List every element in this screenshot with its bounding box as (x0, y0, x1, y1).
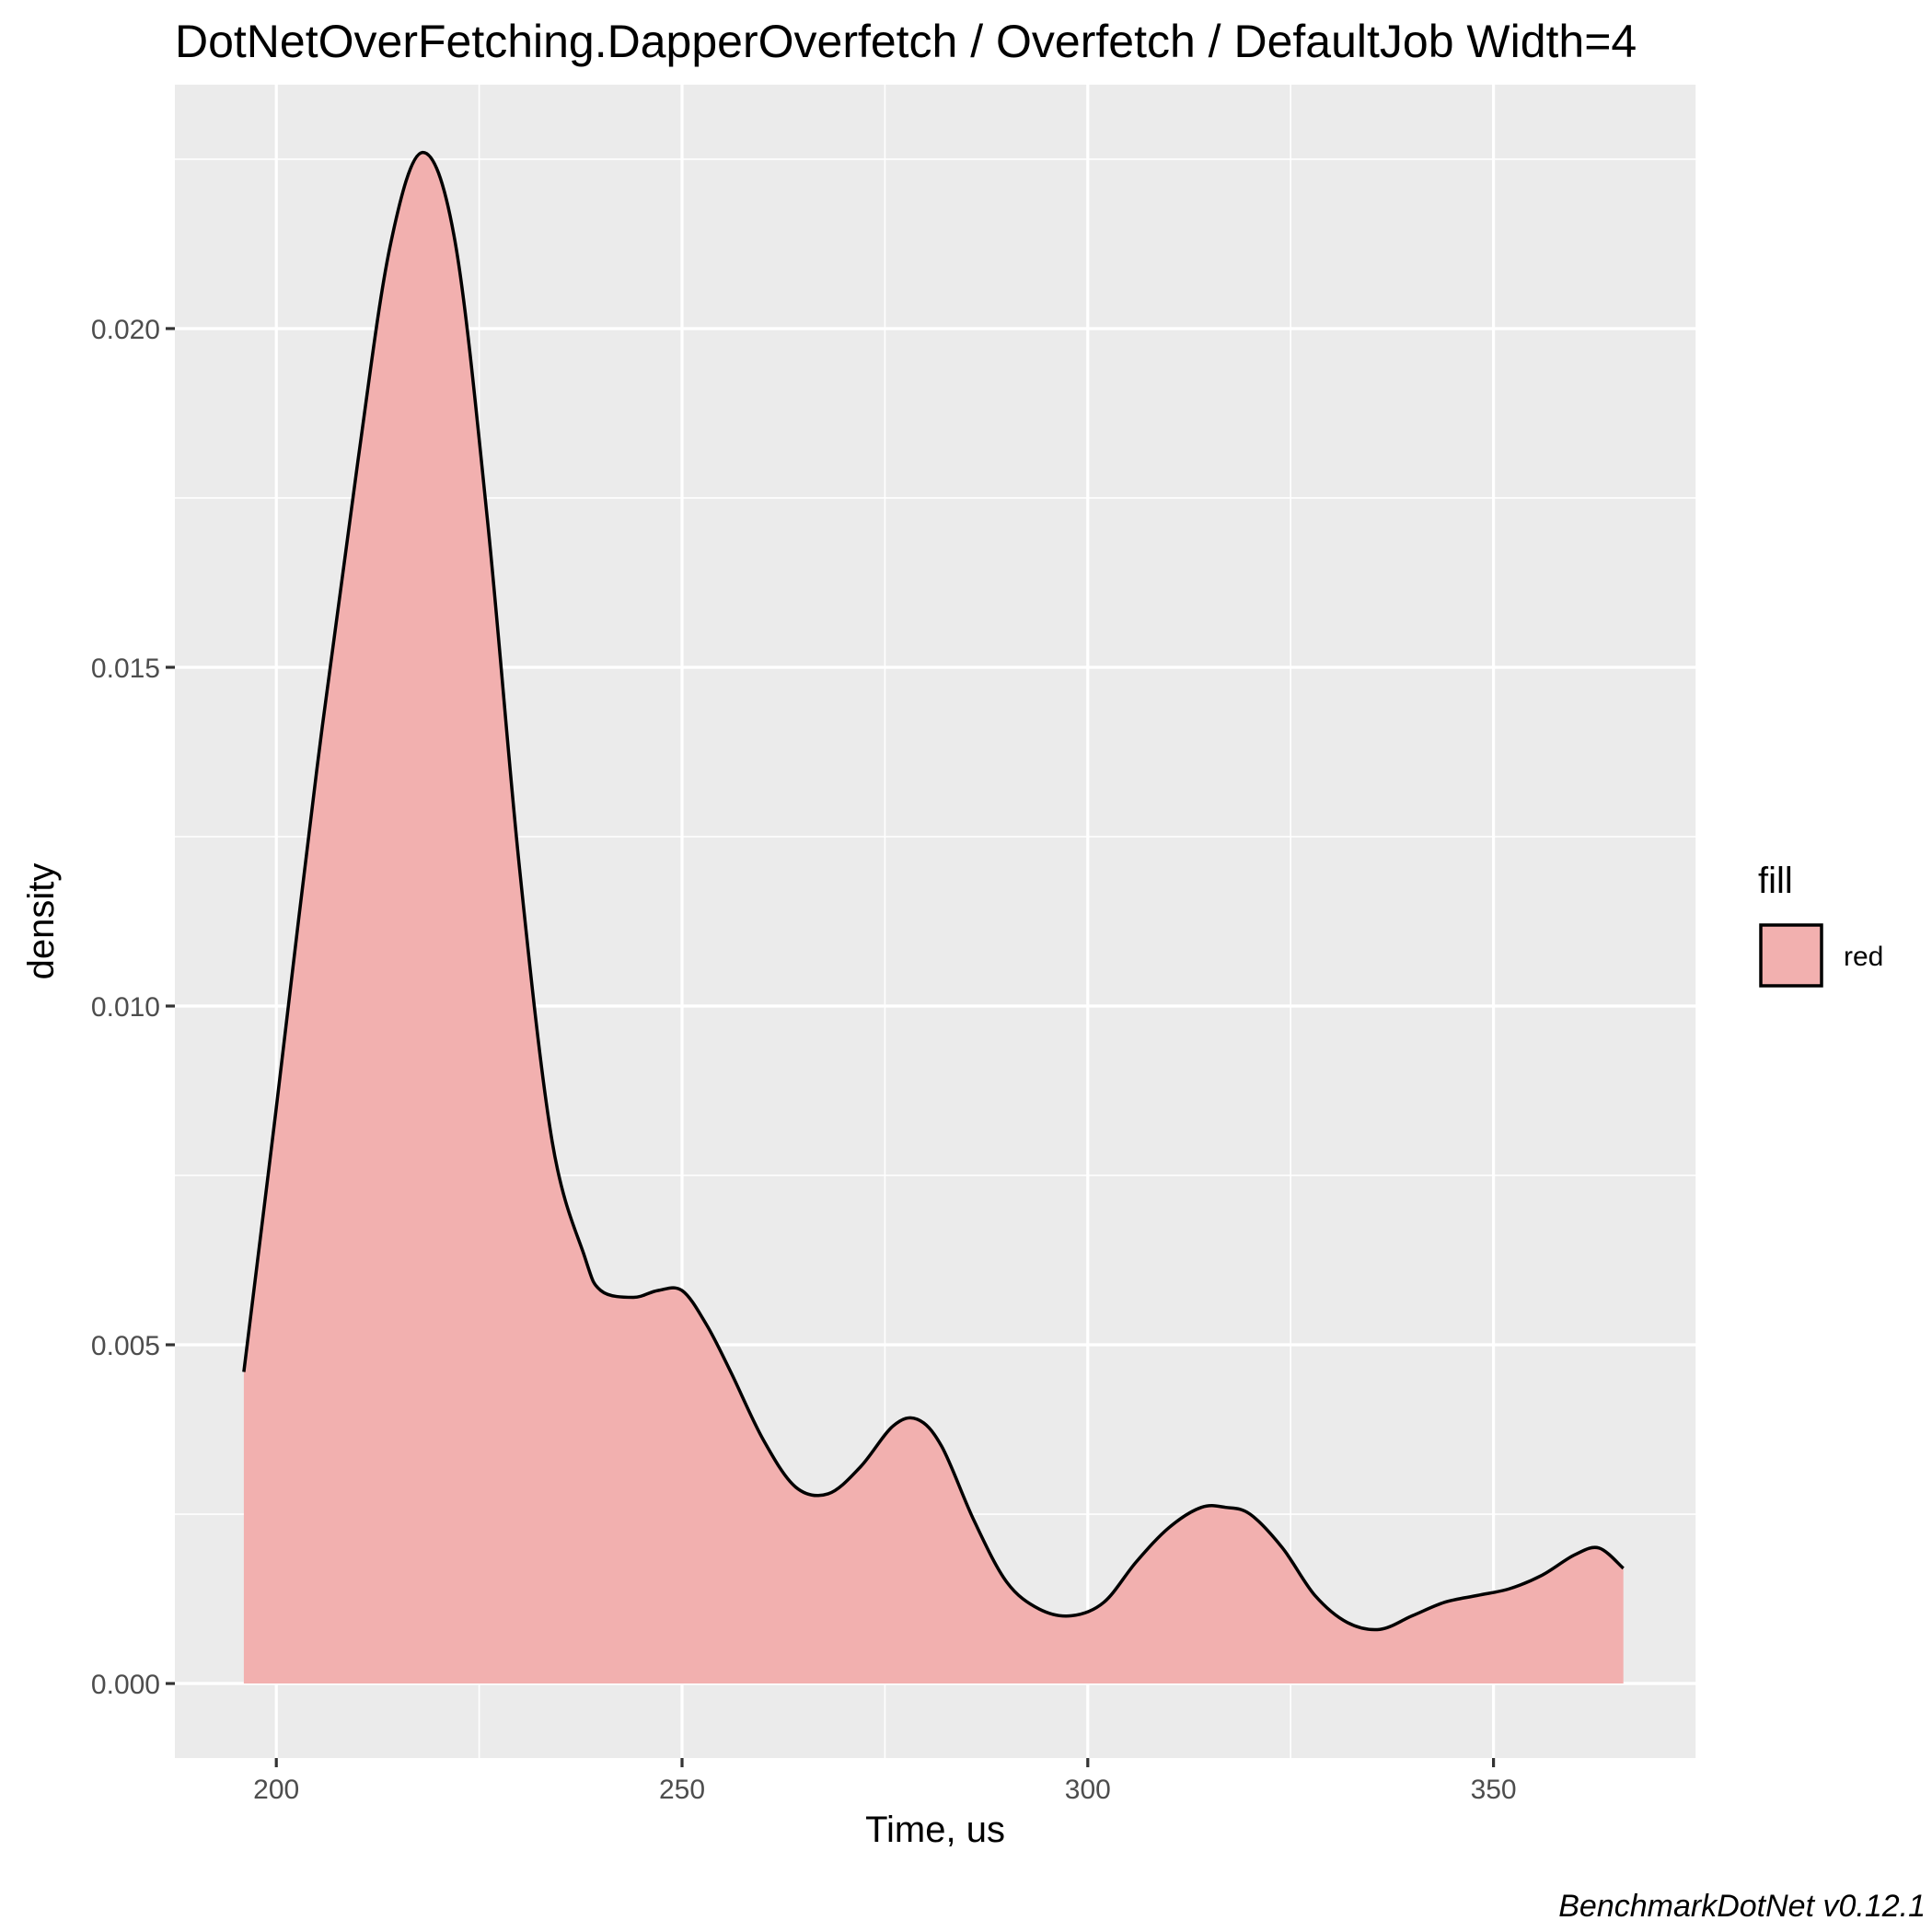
legend: fill red (1758, 861, 1883, 988)
x-axis-title: Time, us (865, 1810, 1005, 1850)
caption: BenchmarkDotNet v0.12.1 (1558, 1889, 1926, 1924)
chart-title: DotNetOverFetching.DapperOverfetch / Ove… (175, 16, 1637, 67)
legend-title: fill (1758, 861, 1793, 901)
x-axis: 200 250 300 350 (253, 1758, 1517, 1805)
density-line (242, 150, 1625, 1632)
density-area (243, 152, 1624, 1684)
y-tick-label: 0.010 (91, 992, 160, 1023)
x-tick-label: 200 (253, 1775, 299, 1805)
y-tick-label: 0.020 (91, 315, 160, 345)
y-tick-label: 0.005 (91, 1331, 160, 1361)
x-tick-label: 300 (1065, 1775, 1111, 1805)
legend-label-red: red (1844, 942, 1883, 972)
legend-key-red (1759, 923, 1823, 988)
y-tick-label: 0.000 (91, 1670, 160, 1700)
y-tick-label: 0.015 (91, 654, 160, 684)
x-tick-label: 350 (1471, 1775, 1517, 1805)
x-tick-label: 250 (659, 1775, 705, 1805)
y-axis: 0.000 0.005 0.010 0.015 0.020 (91, 315, 175, 1700)
y-axis-title: density (21, 863, 62, 980)
